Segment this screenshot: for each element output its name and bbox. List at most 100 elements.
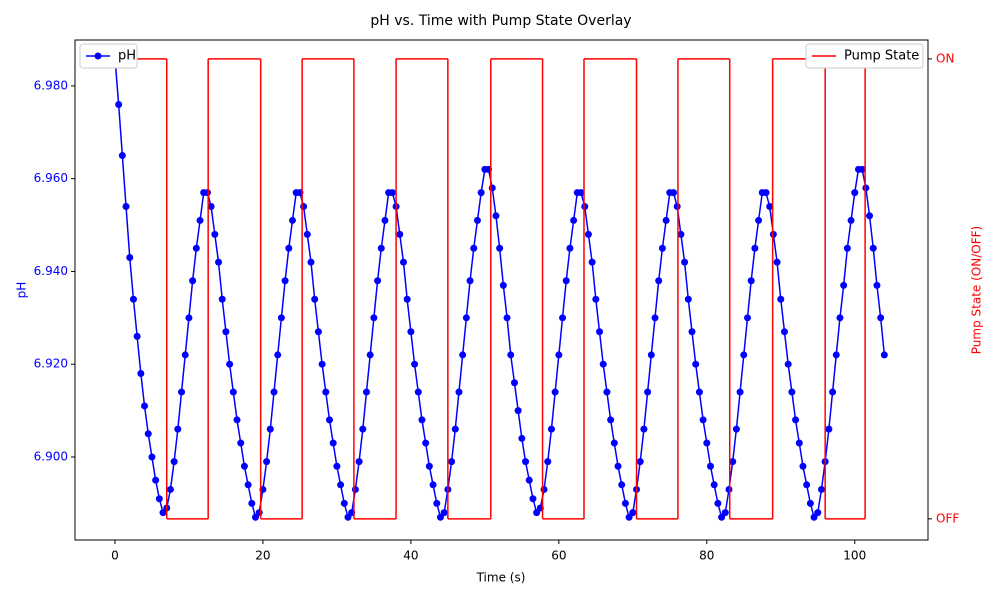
ph-point bbox=[832, 351, 840, 359]
ph-point bbox=[229, 388, 237, 396]
ph-point bbox=[614, 462, 622, 470]
ph-point bbox=[459, 351, 467, 359]
ph-point bbox=[551, 388, 559, 396]
ph-point bbox=[562, 277, 570, 285]
plot-area bbox=[111, 54, 888, 521]
ph-point bbox=[144, 430, 152, 438]
ph-point bbox=[732, 425, 740, 433]
ph-point bbox=[692, 360, 700, 368]
ph-point bbox=[155, 495, 163, 503]
ph-point bbox=[362, 388, 370, 396]
ph-point bbox=[329, 439, 337, 447]
ph-point bbox=[736, 388, 744, 396]
ph-point bbox=[244, 481, 252, 489]
ph-point bbox=[499, 281, 507, 289]
ph-point bbox=[762, 189, 770, 197]
ph-point bbox=[699, 416, 707, 424]
ph-point bbox=[817, 485, 825, 493]
ph-point bbox=[877, 314, 885, 322]
y2-tick-label: OFF bbox=[936, 511, 959, 525]
ph-point bbox=[196, 216, 204, 224]
ph-point bbox=[592, 295, 600, 303]
ph-point bbox=[814, 509, 822, 517]
ph-point bbox=[115, 100, 123, 108]
ph-point bbox=[233, 416, 241, 424]
ph-point bbox=[780, 328, 788, 336]
ph-point bbox=[647, 351, 655, 359]
ph-point bbox=[655, 277, 663, 285]
ph-point bbox=[544, 458, 552, 466]
ph-point bbox=[566, 244, 574, 252]
ph-point bbox=[274, 351, 282, 359]
ph-point bbox=[806, 499, 814, 507]
plot-frame bbox=[74, 39, 929, 541]
ph-point bbox=[596, 328, 604, 336]
ph-point bbox=[588, 258, 596, 266]
ph-point bbox=[743, 314, 751, 322]
legend-label: Pump State bbox=[844, 49, 919, 64]
ph-point bbox=[466, 277, 474, 285]
ph-point bbox=[607, 416, 615, 424]
ph-point bbox=[377, 244, 385, 252]
ph-point bbox=[555, 351, 563, 359]
ph-point bbox=[799, 462, 807, 470]
ph-point bbox=[366, 351, 374, 359]
ph-point bbox=[873, 281, 881, 289]
ph-point bbox=[266, 425, 274, 433]
ph-point bbox=[263, 458, 271, 466]
ph-point bbox=[843, 244, 851, 252]
ph-point bbox=[869, 244, 877, 252]
ph-point bbox=[559, 314, 567, 322]
ph-point bbox=[403, 295, 411, 303]
ph-point bbox=[248, 499, 256, 507]
ph-point bbox=[359, 425, 367, 433]
ph-point bbox=[658, 244, 666, 252]
ph-point bbox=[766, 203, 774, 211]
ph-point bbox=[777, 295, 785, 303]
ph-point bbox=[211, 230, 219, 238]
ph-point bbox=[477, 189, 485, 197]
ph-line bbox=[114, 58, 886, 519]
ph-point bbox=[610, 439, 618, 447]
ph-point bbox=[141, 402, 149, 410]
ph-point bbox=[318, 360, 326, 368]
legend-box bbox=[805, 43, 924, 69]
ph-point bbox=[414, 388, 422, 396]
ph-point bbox=[189, 277, 197, 285]
ph-point bbox=[721, 509, 729, 517]
x-tick-label: 100 bbox=[843, 549, 866, 563]
ph-point bbox=[178, 388, 186, 396]
ph-point bbox=[470, 244, 478, 252]
ph-point bbox=[703, 439, 711, 447]
ph-point bbox=[866, 212, 874, 220]
ph-point bbox=[148, 453, 156, 461]
ph-point bbox=[803, 481, 811, 489]
ph-point bbox=[448, 458, 456, 466]
ph-point bbox=[584, 230, 592, 238]
legend-label: pH bbox=[118, 49, 136, 64]
ph-point bbox=[644, 388, 652, 396]
x-tick-label: 0 bbox=[111, 549, 119, 563]
ph-point bbox=[433, 499, 441, 507]
ph-point bbox=[226, 360, 234, 368]
ph-point bbox=[496, 244, 504, 252]
ph-point bbox=[751, 244, 759, 252]
ph-point bbox=[503, 314, 511, 322]
ph-point bbox=[603, 388, 611, 396]
ph-point bbox=[381, 216, 389, 224]
ph-point bbox=[492, 212, 500, 220]
ph-point bbox=[640, 425, 648, 433]
ph-point bbox=[677, 230, 685, 238]
ph-point bbox=[399, 258, 407, 266]
ph-point bbox=[840, 281, 848, 289]
ph-point bbox=[836, 314, 844, 322]
ph-point bbox=[858, 165, 866, 173]
chart-title: pH vs. Time with Pump State Overlay bbox=[370, 13, 631, 29]
ph-point bbox=[370, 314, 378, 322]
ph-point bbox=[333, 462, 341, 470]
ph-point bbox=[473, 216, 481, 224]
y2-tick-label: ON bbox=[936, 51, 954, 65]
ph-point bbox=[829, 388, 837, 396]
ph-point bbox=[577, 189, 585, 197]
ph-point bbox=[788, 388, 796, 396]
